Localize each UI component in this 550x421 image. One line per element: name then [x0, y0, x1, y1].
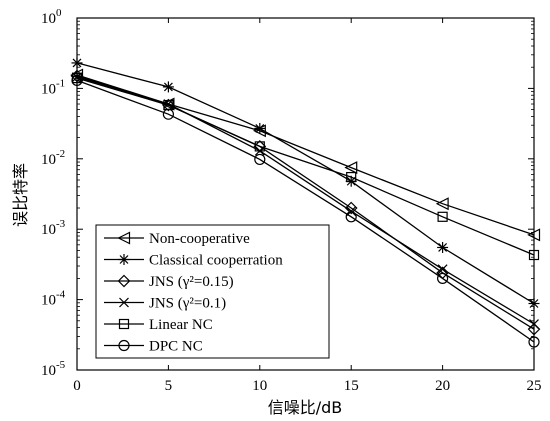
legend-label: JNS (γ²=0.15) [149, 274, 234, 290]
legend-box [95, 224, 330, 359]
data-point [254, 153, 266, 166]
y-tick-label: 10-2 [41, 148, 65, 168]
data-point [437, 211, 448, 222]
data-point [528, 249, 540, 261]
legend-entry: JNS (γ²=0.1) [104, 296, 226, 312]
y-tick-label: 10-3 [41, 218, 66, 238]
y-tick-label: 10-4 [41, 289, 66, 309]
legend-label: Classical cooperration [149, 253, 283, 269]
series-layer [70, 57, 541, 348]
data-point [71, 74, 83, 86]
x-tick-label: 15 [344, 378, 359, 394]
series-line [76, 77, 535, 256]
series-line [76, 62, 535, 305]
y-axis-label: 误比特率 [11, 163, 30, 227]
data-point [344, 161, 358, 175]
data-point [161, 97, 175, 111]
data-point [346, 171, 357, 183]
legend-label: Non-cooperative [149, 231, 250, 247]
x-tick-label: 20 [435, 378, 450, 394]
legend-label: Linear NC [149, 317, 213, 333]
y-tick-label: 10-1 [41, 77, 65, 97]
data-point [344, 201, 358, 215]
data-point [345, 211, 357, 223]
legend-label: DPC NC [149, 339, 203, 355]
data-point [162, 108, 174, 120]
legend-marker [117, 231, 131, 245]
series-6 [71, 74, 540, 348]
legend-entry: Linear NC [104, 317, 213, 333]
data-point [435, 197, 449, 211]
data-point [528, 336, 540, 348]
data-point [437, 272, 449, 285]
data-point [527, 228, 541, 242]
legend-marker [118, 254, 130, 265]
x-tick-label: 5 [165, 378, 173, 394]
x-tick-label: 0 [73, 378, 81, 394]
data-point [437, 264, 448, 275]
x-tick-label: 10 [252, 378, 267, 394]
y-tick-label: 100 [41, 7, 62, 27]
series-line [76, 76, 535, 325]
data-point [437, 241, 449, 253]
x-tick-label: 25 [527, 378, 542, 394]
y-tick-label: 10-5 [41, 359, 66, 379]
data-point [162, 81, 174, 93]
legend-entry: JNS (γ²=0.15) [104, 274, 234, 290]
legend-marker [117, 274, 131, 288]
legend-marker [118, 318, 130, 330]
legend-entry: Classical cooperration [104, 253, 283, 269]
data-point [254, 141, 265, 152]
data-point [71, 57, 83, 69]
legend-label: JNS (γ²=0.1) [149, 296, 226, 312]
legend-entry: DPC NC [104, 339, 203, 355]
data-point [528, 298, 540, 310]
series-line [76, 79, 535, 343]
x-axis-label: 信噪比/dB [268, 398, 343, 417]
series-5 [71, 73, 540, 261]
x-axis-ticks: 0 5 10 15 20 25 [73, 18, 542, 394]
data-point [254, 122, 266, 134]
legend: Non-cooperative Classical cooperration JNS… [95, 224, 330, 359]
legend-marker [118, 339, 130, 352]
legend-entry: Non-cooperative [104, 231, 250, 247]
plot-frame [76, 17, 535, 371]
legend-marker [119, 297, 129, 308]
data-point [529, 319, 539, 329]
